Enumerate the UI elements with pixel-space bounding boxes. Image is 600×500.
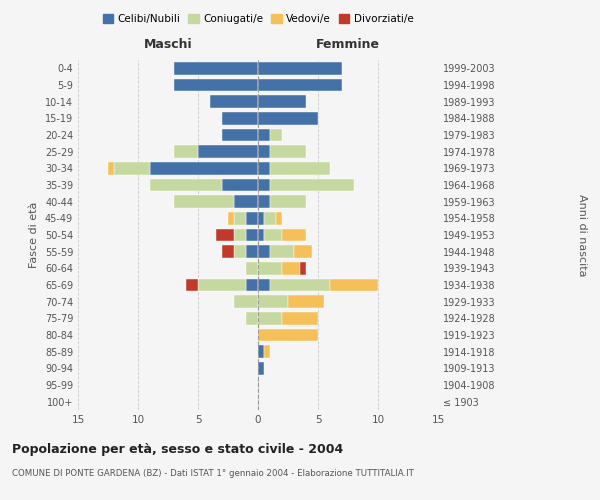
- Bar: [330, 279, 378, 291]
- Bar: [234, 212, 246, 224]
- Bar: [198, 146, 258, 158]
- Bar: [246, 246, 258, 258]
- Bar: [258, 296, 288, 308]
- Bar: [222, 112, 258, 124]
- Bar: [174, 79, 258, 92]
- Bar: [264, 229, 282, 241]
- Bar: [222, 129, 258, 141]
- Bar: [150, 179, 222, 192]
- Bar: [246, 279, 258, 291]
- Bar: [234, 229, 246, 241]
- Legend: Celibi/Nubili, Coniugati/e, Vedovi/e, Divorziati/e: Celibi/Nubili, Coniugati/e, Vedovi/e, Di…: [98, 10, 418, 29]
- Bar: [174, 62, 258, 74]
- Bar: [258, 179, 270, 192]
- Bar: [234, 196, 258, 208]
- Bar: [222, 246, 234, 258]
- Bar: [270, 246, 294, 258]
- Bar: [258, 212, 264, 224]
- Bar: [264, 346, 270, 358]
- Bar: [258, 162, 270, 174]
- Bar: [270, 279, 330, 291]
- Bar: [258, 62, 342, 74]
- Bar: [276, 212, 282, 224]
- Bar: [294, 246, 312, 258]
- Bar: [258, 196, 270, 208]
- Bar: [282, 262, 300, 274]
- Bar: [258, 279, 270, 291]
- Bar: [222, 179, 258, 192]
- Bar: [258, 129, 270, 141]
- Bar: [270, 129, 282, 141]
- Text: COMUNE DI PONTE GARDENA (BZ) - Dati ISTAT 1° gennaio 2004 - Elaborazione TUTTITA: COMUNE DI PONTE GARDENA (BZ) - Dati ISTA…: [12, 469, 414, 478]
- Bar: [246, 212, 258, 224]
- Bar: [258, 79, 342, 92]
- Bar: [258, 229, 264, 241]
- Text: Femmine: Femmine: [316, 38, 380, 51]
- Bar: [216, 229, 234, 241]
- Bar: [270, 146, 306, 158]
- Bar: [264, 212, 276, 224]
- Bar: [258, 346, 264, 358]
- Bar: [258, 246, 270, 258]
- Bar: [270, 196, 306, 208]
- Text: Maschi: Maschi: [143, 38, 193, 51]
- Bar: [234, 296, 258, 308]
- Bar: [258, 112, 318, 124]
- Bar: [270, 162, 330, 174]
- Bar: [108, 162, 114, 174]
- Bar: [234, 246, 246, 258]
- Bar: [258, 362, 264, 374]
- Text: Popolazione per età, sesso e stato civile - 2004: Popolazione per età, sesso e stato civil…: [12, 442, 343, 456]
- Bar: [282, 229, 306, 241]
- Bar: [288, 296, 324, 308]
- Bar: [114, 162, 150, 174]
- Bar: [174, 146, 198, 158]
- Bar: [246, 262, 258, 274]
- Bar: [258, 146, 270, 158]
- Bar: [258, 96, 306, 108]
- Bar: [198, 279, 246, 291]
- Bar: [300, 262, 306, 274]
- Bar: [258, 262, 282, 274]
- Bar: [270, 179, 354, 192]
- Bar: [258, 312, 282, 324]
- Bar: [174, 196, 234, 208]
- Bar: [150, 162, 258, 174]
- Y-axis label: Fasce di età: Fasce di età: [29, 202, 39, 268]
- Bar: [246, 312, 258, 324]
- Bar: [258, 329, 318, 341]
- Text: Anni di nascita: Anni di nascita: [577, 194, 587, 276]
- Bar: [210, 96, 258, 108]
- Bar: [246, 229, 258, 241]
- Bar: [282, 312, 318, 324]
- Bar: [228, 212, 234, 224]
- Bar: [186, 279, 198, 291]
